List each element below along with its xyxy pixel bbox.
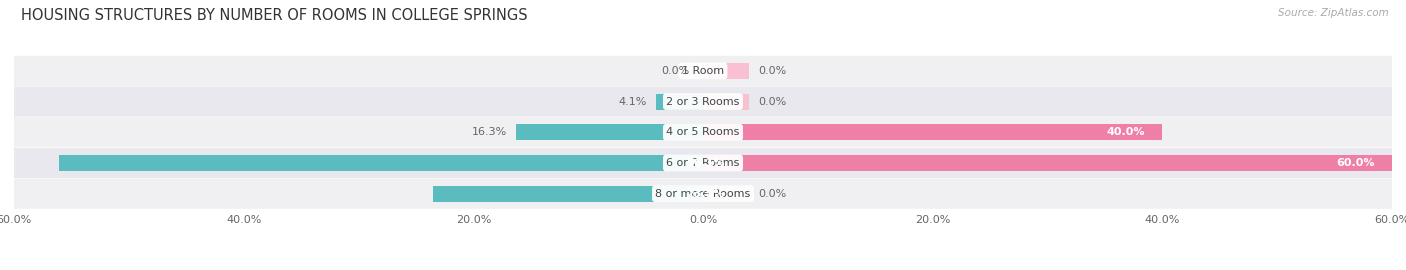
Bar bbox=[703, 63, 749, 79]
Text: 0.0%: 0.0% bbox=[758, 66, 786, 76]
Bar bbox=[703, 155, 1392, 171]
Text: 2 or 3 Rooms: 2 or 3 Rooms bbox=[666, 97, 740, 107]
Text: 0.0%: 0.0% bbox=[758, 189, 786, 199]
Text: 0.0%: 0.0% bbox=[758, 97, 786, 107]
Text: 6 or 7 Rooms: 6 or 7 Rooms bbox=[666, 158, 740, 168]
Text: 56.1%: 56.1% bbox=[686, 158, 724, 168]
FancyBboxPatch shape bbox=[14, 148, 1392, 178]
FancyBboxPatch shape bbox=[14, 179, 1392, 209]
Text: 4.1%: 4.1% bbox=[619, 97, 647, 107]
Text: 40.0%: 40.0% bbox=[1107, 127, 1144, 137]
Text: 0.0%: 0.0% bbox=[661, 66, 689, 76]
Text: 23.5%: 23.5% bbox=[686, 189, 724, 199]
Text: Source: ZipAtlas.com: Source: ZipAtlas.com bbox=[1278, 8, 1389, 18]
Text: 8 or more Rooms: 8 or more Rooms bbox=[655, 189, 751, 199]
Bar bbox=[516, 124, 703, 140]
FancyBboxPatch shape bbox=[14, 87, 1392, 117]
Text: 16.3%: 16.3% bbox=[471, 127, 506, 137]
FancyBboxPatch shape bbox=[14, 117, 1392, 147]
Bar bbox=[703, 124, 1163, 140]
Bar bbox=[657, 94, 703, 110]
Bar bbox=[703, 94, 749, 110]
FancyBboxPatch shape bbox=[14, 56, 1392, 86]
Text: 4 or 5 Rooms: 4 or 5 Rooms bbox=[666, 127, 740, 137]
Bar bbox=[433, 186, 703, 202]
Text: 1 Room: 1 Room bbox=[682, 66, 724, 76]
Bar bbox=[59, 155, 703, 171]
Bar bbox=[703, 186, 749, 202]
Text: 60.0%: 60.0% bbox=[1336, 158, 1375, 168]
Text: HOUSING STRUCTURES BY NUMBER OF ROOMS IN COLLEGE SPRINGS: HOUSING STRUCTURES BY NUMBER OF ROOMS IN… bbox=[21, 8, 527, 23]
